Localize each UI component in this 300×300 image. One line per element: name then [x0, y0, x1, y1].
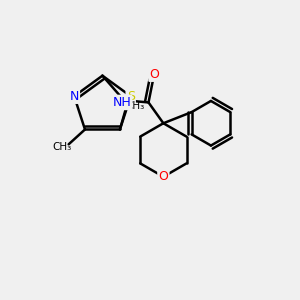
Text: O: O: [158, 170, 168, 183]
Text: CH₃: CH₃: [125, 101, 144, 111]
Text: N: N: [70, 90, 79, 103]
Text: S: S: [127, 90, 135, 103]
Text: O: O: [149, 68, 159, 81]
Text: NH: NH: [112, 96, 131, 109]
Text: CH₃: CH₃: [52, 142, 72, 152]
